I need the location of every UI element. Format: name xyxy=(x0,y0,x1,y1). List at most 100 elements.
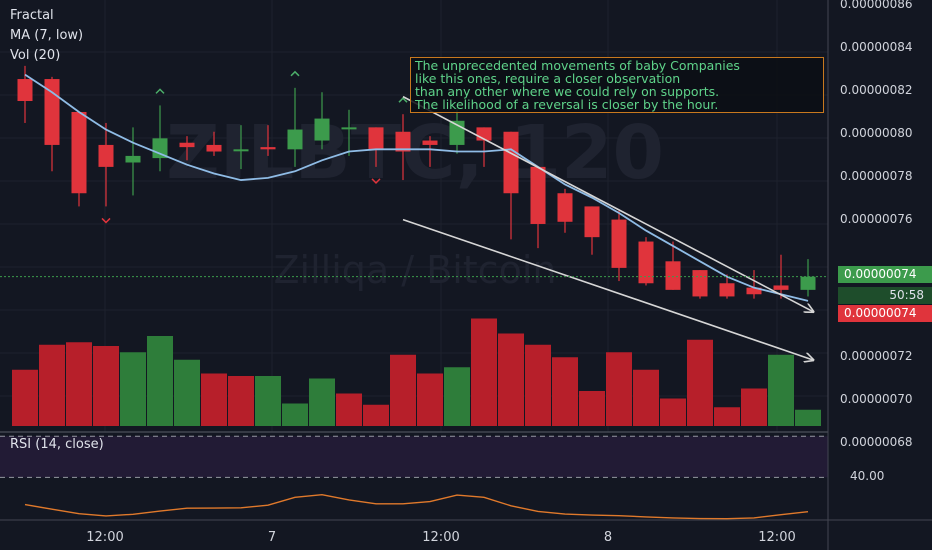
volume-bar-23 xyxy=(633,369,659,426)
candle-body-3 xyxy=(98,144,114,167)
candle-body-14 xyxy=(395,131,411,152)
rsi-band xyxy=(0,436,828,478)
volume-bar-11 xyxy=(309,378,335,426)
volume-bar-12 xyxy=(336,393,362,426)
candle-body-2 xyxy=(71,111,87,194)
annotation-line-4: The likelihood of a reversal is closer b… xyxy=(415,97,719,112)
volume-bar-17 xyxy=(471,318,497,426)
annotation-line-1: The unprecedented movements of baby Comp… xyxy=(415,58,740,73)
candle-body-11 xyxy=(314,118,330,141)
volume-bar-2 xyxy=(66,342,92,426)
rsi-pane xyxy=(0,431,828,520)
volume-bar-28 xyxy=(768,354,794,426)
rsi-legend[interactable]: RSI (14, close) xyxy=(10,437,104,452)
candle-body-18 xyxy=(503,131,519,194)
fractal-up-1 xyxy=(290,70,300,77)
legend-fractal[interactable]: Fractal xyxy=(10,8,54,23)
time-tick-0: 12:00 xyxy=(86,530,123,545)
candle-body-19 xyxy=(530,166,546,224)
watermark-name: Zilliqa / Bitcoin xyxy=(274,248,557,292)
volume-bar-14 xyxy=(390,354,416,426)
volume-bar-27 xyxy=(741,388,767,426)
volume-bar-1 xyxy=(39,344,65,426)
watermark-symbol: ZILBTC, 120 xyxy=(166,110,664,196)
legend-ma[interactable]: MA (7, low) xyxy=(10,28,84,43)
candle-body-20 xyxy=(557,193,573,222)
fractal-down-0 xyxy=(101,217,111,224)
rsi-tick: 40.00 xyxy=(850,469,884,483)
ma-polyline xyxy=(24,73,809,302)
volume-bar-4 xyxy=(120,352,146,426)
volume-bar-3 xyxy=(93,346,119,426)
volume-bar-0 xyxy=(12,369,38,426)
candle-body-27 xyxy=(746,287,762,295)
price-tick-0: 0.00000086 xyxy=(840,0,913,11)
volume-bar-9 xyxy=(255,376,281,426)
low-price-tag: 0.00000074 xyxy=(838,305,932,322)
price-tick-8: 0.00000068 xyxy=(840,435,913,449)
price-tick-1: 0.00000084 xyxy=(840,40,913,54)
volume-bar-5 xyxy=(147,336,173,426)
volume-bar-7 xyxy=(201,373,227,426)
price-tick-7: 0.00000070 xyxy=(840,392,913,406)
candle-body-12 xyxy=(341,127,357,130)
volume-bar-6 xyxy=(174,359,200,426)
candle-body-6 xyxy=(179,142,195,148)
candle-body-8 xyxy=(233,149,249,152)
trend-line-1 xyxy=(402,218,813,361)
candle-body-10 xyxy=(287,129,303,150)
current-price-tag: 0.00000074 xyxy=(838,266,932,283)
candle-body-26 xyxy=(719,283,735,297)
volume-bar-24 xyxy=(660,398,686,426)
volume-bar-15 xyxy=(417,373,443,426)
time-tick-2: 12:00 xyxy=(422,530,459,545)
fractal-markers xyxy=(101,70,408,224)
time-tick-3: 8 xyxy=(604,530,612,545)
candle-body-5 xyxy=(152,138,168,159)
candle-body-25 xyxy=(692,270,708,297)
time-tick-4: 12:00 xyxy=(758,530,795,545)
volume-bar-22 xyxy=(606,352,632,426)
volume-bar-13 xyxy=(363,404,389,426)
candle-body-15 xyxy=(422,140,438,145)
volume-bar-21 xyxy=(579,391,605,426)
fractal-up-2 xyxy=(398,97,408,103)
candle-body-24 xyxy=(665,261,681,290)
watermark: ZILBTC, 120 Zilliqa / Bitcoin xyxy=(166,110,664,292)
candle-body-21 xyxy=(584,206,600,238)
volume-bar-26 xyxy=(714,407,740,426)
candle-body-22 xyxy=(611,219,627,268)
annotation-line-3: than any other where we could rely on su… xyxy=(415,84,720,99)
candle-body-29 xyxy=(800,276,816,290)
fractal-down-1 xyxy=(371,178,381,184)
volume-bar-25 xyxy=(687,339,713,426)
candle-body-0 xyxy=(17,79,33,102)
volume-bar-16 xyxy=(444,367,470,426)
fractal-up-0 xyxy=(155,88,165,94)
candle-body-9 xyxy=(260,147,276,150)
price-tick-5: 0.00000076 xyxy=(840,212,913,226)
price-tick-4: 0.00000078 xyxy=(840,169,913,183)
annotation-line-2: like this ones, require a closer observa… xyxy=(415,71,681,86)
ma-line xyxy=(24,73,809,302)
trend-lines xyxy=(0,95,828,361)
candle-body-23 xyxy=(638,241,654,284)
countdown-tag: 50:58 xyxy=(838,287,932,304)
volume-bar-29 xyxy=(795,409,821,426)
legend-vol[interactable]: Vol (20) xyxy=(10,48,61,63)
candle-body-13 xyxy=(368,127,384,150)
candle-body-4 xyxy=(125,155,141,163)
time-tick-1: 7 xyxy=(268,530,276,545)
annotation-box[interactable]: The unprecedented movements of baby Comp… xyxy=(410,57,824,113)
volume-bar-18 xyxy=(498,333,524,426)
candle-body-28 xyxy=(773,285,789,290)
price-tick-3: 0.00000080 xyxy=(840,126,913,140)
price-tick-2: 0.00000082 xyxy=(840,83,913,97)
rsi-polyline xyxy=(24,493,809,520)
price-tick-6: 0.00000072 xyxy=(840,349,913,363)
volume-bar-10 xyxy=(282,403,308,426)
volume-bar-19 xyxy=(525,344,551,426)
volume-bar-20 xyxy=(552,357,578,426)
candle-body-7 xyxy=(206,144,222,152)
